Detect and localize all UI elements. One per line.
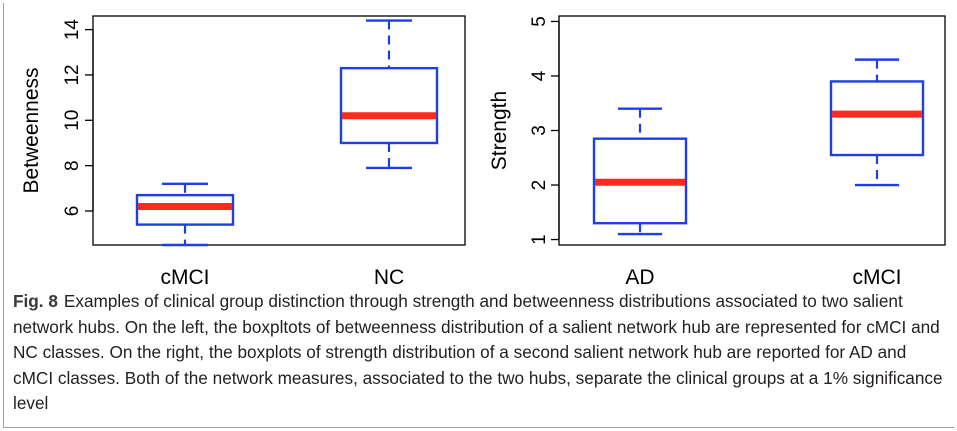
- iqr-box: [339, 66, 439, 145]
- y-axis-label: Betweenness: [20, 67, 43, 193]
- category-label: NC: [374, 266, 404, 289]
- y-tick-label: 5: [529, 16, 550, 27]
- y-tick-label: 4: [529, 70, 550, 81]
- iqr-box: [829, 80, 925, 157]
- y-tick-label: 2: [529, 180, 550, 191]
- figure-caption-text: Examples of clinical group distinction t…: [13, 291, 943, 414]
- y-tick-label: 10: [62, 110, 83, 131]
- y-tick-label: 6: [62, 206, 83, 217]
- box-AD: [592, 107, 688, 236]
- y-tick-label: 14: [62, 19, 83, 41]
- figure-caption-label: Fig. 8: [13, 291, 58, 311]
- category-label: cMCI: [161, 266, 210, 289]
- y-axis-label: Strength: [488, 91, 511, 170]
- figure-frame: [3, 3, 954, 428]
- box-cMCI: [135, 182, 235, 247]
- box-NC: [339, 19, 439, 170]
- chart-panel-1: 6 8 10 12 14 Betweenness cMCI NC: [20, 15, 466, 289]
- figure-caption: Fig. 8 Examples of clinical group distinc…: [13, 289, 948, 417]
- y-tick-label: 12: [62, 64, 83, 85]
- category-label: AD: [625, 266, 654, 289]
- category-label: cMCI: [853, 266, 902, 289]
- box-cMCI: [829, 58, 925, 187]
- y-tick-label: 8: [62, 160, 83, 171]
- y-tick-label: 3: [529, 125, 550, 136]
- y-tick-label: 1: [529, 234, 550, 245]
- chart-panel-2: 1 2 3 4 5 Strength AD cMCI: [488, 15, 946, 289]
